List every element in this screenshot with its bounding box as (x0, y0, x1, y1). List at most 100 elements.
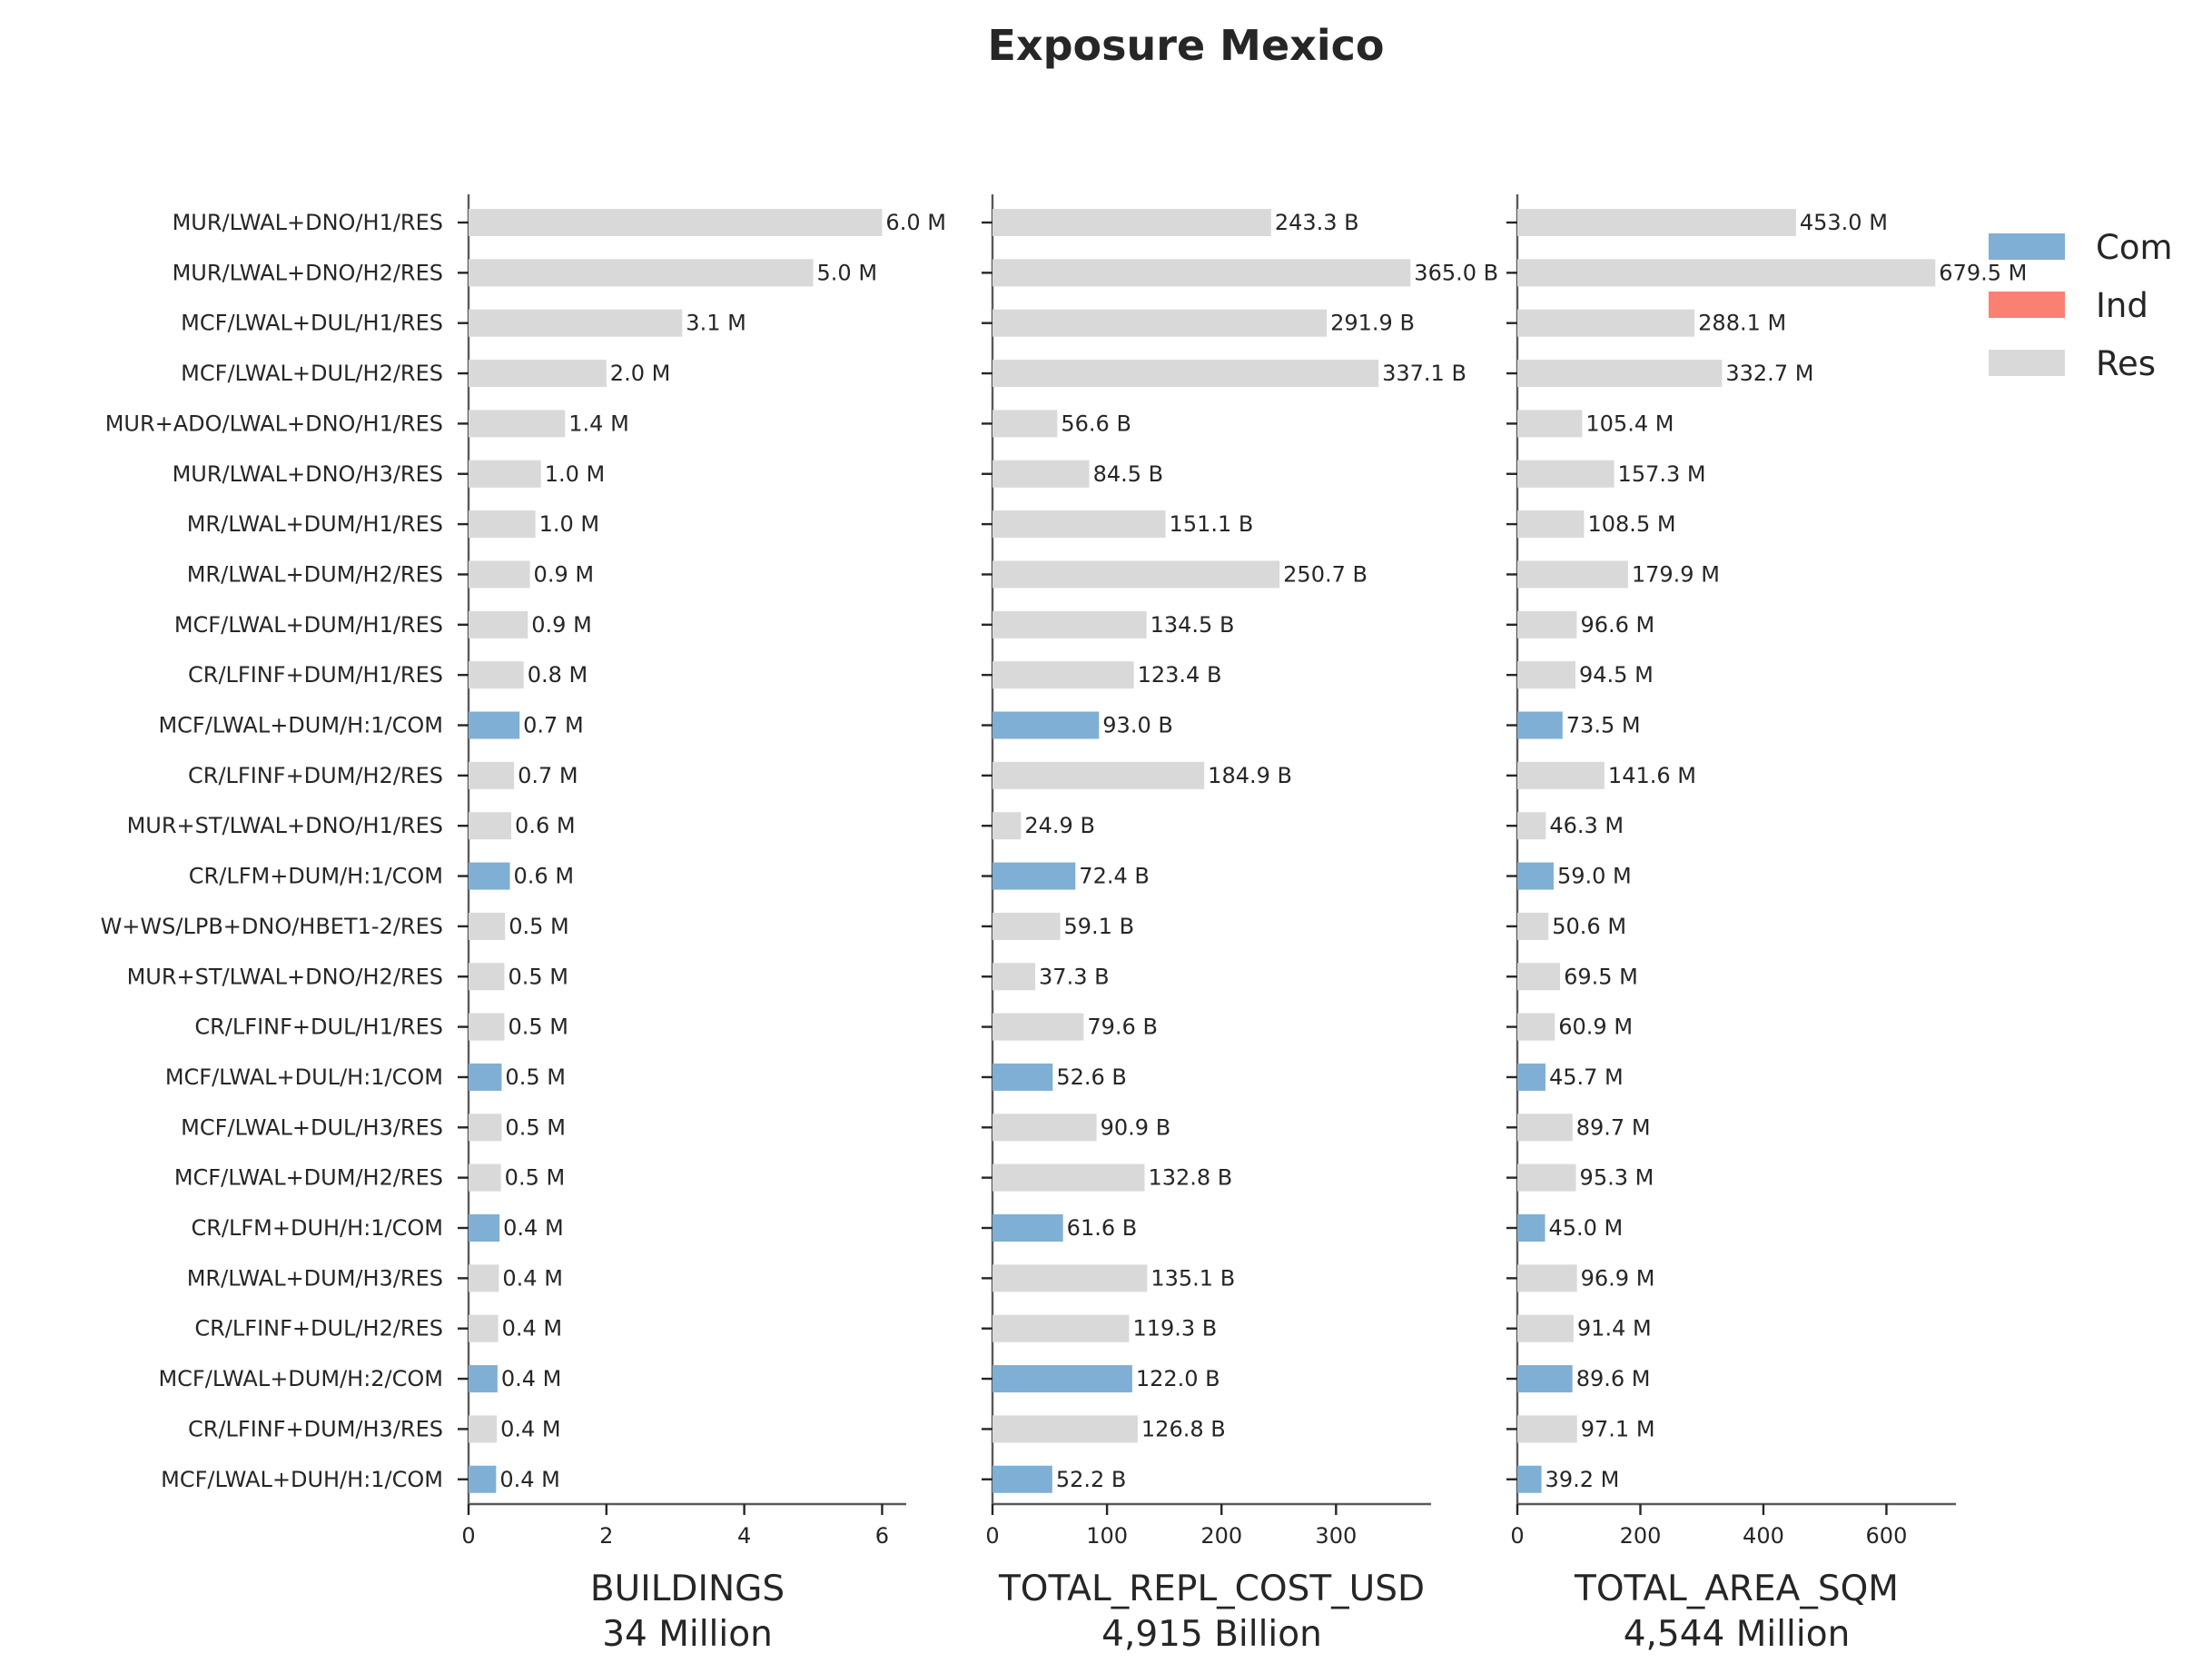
data-label: 453.0 M (1800, 210, 1888, 235)
bar (469, 963, 505, 991)
bar (1517, 1415, 1577, 1443)
bar (992, 1163, 1145, 1192)
data-label: 679.5 M (1939, 260, 2027, 285)
legend-swatch-com (1989, 233, 2065, 260)
bar (1517, 460, 1615, 488)
bar (469, 1013, 505, 1041)
bar (1517, 711, 1563, 739)
bar (469, 1365, 498, 1393)
bar (469, 1163, 501, 1192)
data-label: 94.5 M (1579, 662, 1654, 688)
category-label: MCF/LWAL+DUL/H:1/COM (165, 1064, 443, 1090)
bar (1517, 661, 1576, 689)
category-label: MCF/LWAL+DUL/H2/RES (181, 361, 443, 386)
data-label: 250.7 B (1283, 561, 1368, 587)
data-label: 0.5 M (508, 964, 568, 989)
data-label: 0.4 M (502, 1316, 563, 1341)
data-label: 91.4 M (1577, 1316, 1652, 1341)
bar (469, 812, 512, 840)
legend-label-ind: Ind (2096, 286, 2148, 325)
bar (469, 610, 528, 639)
legend-label-com: Com (2096, 228, 2173, 267)
bar (1517, 1365, 1573, 1393)
data-label: 24.9 B (1024, 813, 1095, 838)
x-tick-label: 2 (599, 1523, 613, 1549)
category-label: MCF/LWAL+DUM/H:2/COM (158, 1366, 443, 1391)
category-label: CR/LFINF+DUL/H2/RES (194, 1316, 443, 1341)
bar (992, 259, 1411, 287)
bar (469, 1063, 502, 1091)
bar (469, 1465, 497, 1493)
bar (992, 1013, 1084, 1041)
data-label: 46.3 M (1549, 813, 1624, 838)
data-label: 0.5 M (505, 1064, 566, 1090)
bar (992, 1214, 1063, 1242)
bar (469, 1214, 500, 1242)
bar (1517, 1214, 1545, 1242)
bar (992, 1365, 1132, 1393)
data-label: 73.5 M (1566, 713, 1641, 738)
category-label: MR/LWAL+DUM/H3/RES (187, 1265, 443, 1291)
data-label: 93.0 B (1102, 713, 1173, 738)
data-label: 134.5 B (1150, 612, 1235, 638)
bar (469, 309, 683, 337)
bar (992, 560, 1280, 589)
category-label: MCF/LWAL+DUM/H1/RES (174, 612, 443, 638)
data-label: 84.5 B (1093, 461, 1164, 487)
bar (1517, 259, 1936, 287)
data-label: 0.5 M (505, 1114, 566, 1140)
x-tick-label: 400 (1743, 1523, 1784, 1549)
legend-swatch-ind (1989, 292, 2065, 318)
legend-swatch-res (1989, 350, 2065, 376)
data-label: 97.1 M (1581, 1416, 1655, 1441)
bar (1517, 761, 1605, 789)
bar (1517, 209, 1796, 236)
x-axis-label: BUILDINGS (590, 1569, 785, 1609)
data-label: 37.3 B (1039, 964, 1110, 989)
data-label: 332.7 M (1725, 361, 1813, 386)
bar (992, 610, 1147, 639)
data-label: 72.4 B (1079, 864, 1150, 889)
category-label: MUR+ADO/LWAL+DNO/H1/RES (105, 411, 443, 436)
bar (992, 963, 1036, 991)
category-label: MCF/LWAL+DUM/H2/RES (174, 1165, 443, 1191)
bar (1517, 510, 1585, 539)
data-label: 50.6 M (1552, 914, 1626, 939)
category-label: MCF/LWAL+DUL/H3/RES (181, 1114, 443, 1140)
x-axis-total: 4,915 Billion (1101, 1614, 1322, 1655)
data-label: 45.7 M (1549, 1064, 1624, 1090)
data-label: 52.6 B (1056, 1064, 1127, 1090)
bar (1517, 963, 1561, 991)
legend-label-res: Res (2096, 344, 2156, 383)
bar (1517, 610, 1577, 639)
bar (469, 1314, 499, 1342)
x-tick-label: 600 (1866, 1523, 1908, 1549)
bar (992, 510, 1166, 539)
bar (1517, 1264, 1577, 1292)
category-label: CR/LFM+DUM/H:1/COM (189, 864, 443, 889)
category-label: MCF/LWAL+DUM/H:1/COM (158, 713, 443, 738)
data-label: 96.6 M (1580, 612, 1654, 638)
category-label: MR/LWAL+DUM/H2/RES (187, 561, 443, 587)
data-label: 0.5 M (505, 1165, 566, 1191)
bar (469, 761, 515, 789)
category-label: MUR/LWAL+DNO/H2/RES (173, 260, 443, 285)
bar (469, 410, 566, 438)
data-label: 0.7 M (518, 763, 578, 788)
category-label: MUR/LWAL+DNO/H3/RES (173, 461, 443, 487)
bar (469, 460, 541, 488)
data-label: 1.4 M (568, 411, 629, 436)
bar (469, 661, 524, 689)
data-label: 108.5 M (1588, 511, 1676, 537)
data-label: 89.6 M (1576, 1366, 1651, 1391)
data-label: 0.8 M (528, 662, 588, 688)
chart-title: Exposure Mexico (988, 21, 1385, 70)
bar (992, 410, 1058, 438)
data-label: 59.0 M (1557, 864, 1632, 889)
bar (992, 711, 1100, 739)
bar (469, 862, 510, 890)
data-label: 96.9 M (1581, 1265, 1655, 1291)
x-axis-label: TOTAL_AREA_SQM (1574, 1569, 1899, 1609)
data-label: 90.9 B (1101, 1114, 1171, 1140)
